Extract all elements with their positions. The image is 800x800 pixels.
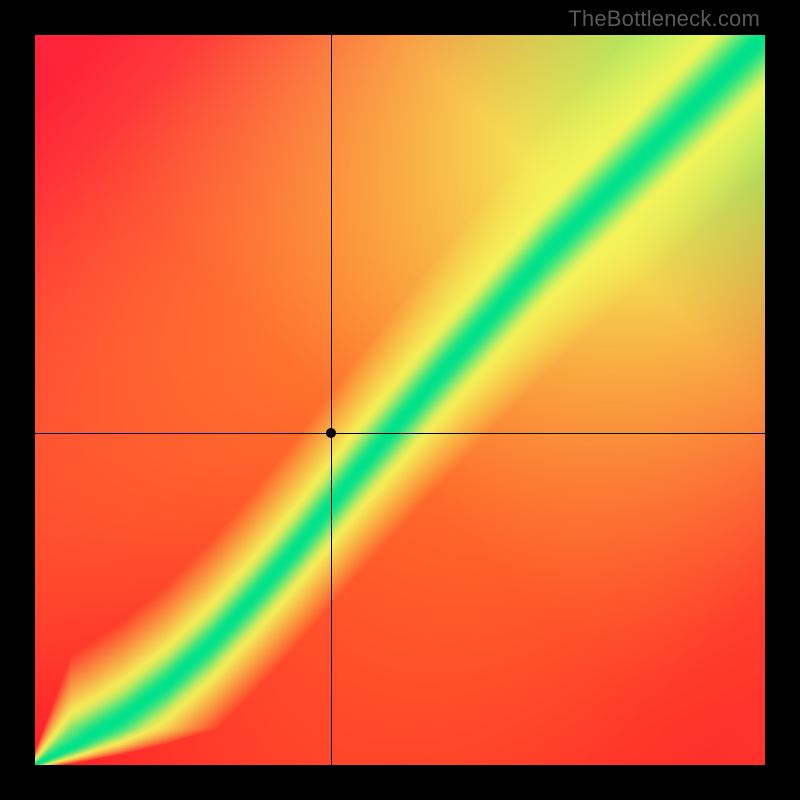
data-point-marker bbox=[326, 428, 336, 438]
crosshair-vertical bbox=[331, 35, 332, 765]
heatmap-plot bbox=[35, 35, 765, 765]
crosshair-horizontal bbox=[35, 433, 765, 434]
heatmap-canvas bbox=[35, 35, 765, 765]
watermark-text: TheBottleneck.com bbox=[568, 6, 760, 32]
